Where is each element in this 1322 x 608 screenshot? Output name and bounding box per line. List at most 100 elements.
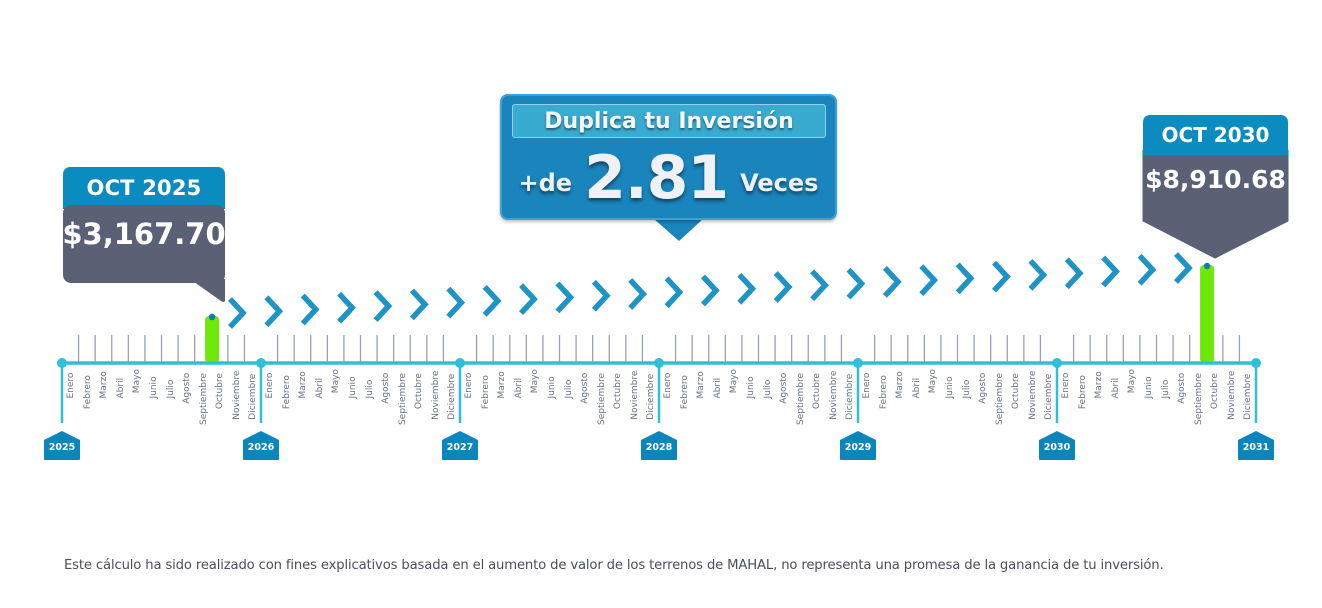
year-tag xyxy=(442,431,478,460)
month-label: Agosto xyxy=(580,372,591,404)
month-label: Agosto xyxy=(978,372,989,404)
highlight-bar-end xyxy=(1200,265,1215,363)
year-tag xyxy=(44,431,80,460)
month-label: Junio xyxy=(944,376,955,399)
year-tags xyxy=(44,431,1274,460)
month-label: Julio xyxy=(1160,379,1171,399)
month-label: Septiembre xyxy=(397,372,408,425)
month-label: Junio xyxy=(745,376,756,399)
chevron-right-icon xyxy=(628,278,647,310)
month-label: Noviembre xyxy=(828,370,839,420)
month-label: Abril xyxy=(911,377,922,399)
year-tag-label: 2028 xyxy=(645,442,673,453)
month-label: Marzo xyxy=(99,371,110,399)
month-label: Junio xyxy=(148,376,159,399)
chevron-right-icon xyxy=(373,290,393,322)
year-node xyxy=(1251,358,1261,368)
month-label: Septiembre xyxy=(596,372,607,425)
month-label: Marzo xyxy=(497,371,508,399)
month-label: Julio xyxy=(563,379,574,399)
marker-dot-start xyxy=(208,313,216,321)
chevron-right-icon xyxy=(555,281,575,314)
month-label: Febrero xyxy=(281,375,292,410)
chevron-right-icon xyxy=(446,286,466,319)
month-label: Diciembre xyxy=(1243,373,1254,420)
month-label: Octubre xyxy=(613,373,624,410)
hero-multiplier-box: Duplica tu Inversión +de 2.81 Veces xyxy=(500,94,837,220)
month-label: Enero xyxy=(1061,372,1071,399)
month-label: Septiembre xyxy=(198,372,209,425)
month-label: Abril xyxy=(314,377,325,399)
chevron-right-icon xyxy=(919,264,939,296)
chevron-right-icon xyxy=(1064,257,1084,290)
chevron-right-icon xyxy=(337,291,356,324)
month-label: Junio xyxy=(1143,376,1154,399)
year-tag-label: 2031 xyxy=(1242,442,1270,453)
hero-suffix: Veces xyxy=(740,169,819,197)
month-label: Noviembre xyxy=(1027,370,1038,420)
chevron-right-icon xyxy=(882,265,902,298)
month-label: Mayo xyxy=(132,369,143,394)
month-label: Octubre xyxy=(812,373,823,410)
chevron-right-icon xyxy=(264,295,284,328)
hero-multiplier-row: +de 2.81 Veces xyxy=(500,142,837,214)
month-label: Marzo xyxy=(1094,371,1105,399)
month-label: Mayo xyxy=(928,369,939,394)
month-label: Mayo xyxy=(331,369,342,394)
chevron-right-icon xyxy=(227,297,247,329)
chevron-right-icon xyxy=(737,272,757,305)
hero-multiplier: 2.81 xyxy=(584,143,729,213)
year-tag-label: 2026 xyxy=(247,442,275,453)
year-node xyxy=(455,358,465,368)
year-node xyxy=(57,358,67,368)
callout-start-tail xyxy=(190,279,225,302)
year-tag xyxy=(1238,431,1274,460)
month-label: Enero xyxy=(663,372,673,399)
month-ticks xyxy=(77,335,1241,363)
year-tag-label: 2030 xyxy=(1043,442,1071,453)
month-label: Julio xyxy=(762,379,773,399)
chevron-right-icon xyxy=(810,269,829,302)
growth-chevrons xyxy=(227,252,1193,329)
month-label: Septiembre xyxy=(795,372,806,425)
chevron-right-icon xyxy=(664,276,684,309)
month-label: Junio xyxy=(546,376,557,399)
hero-pointer xyxy=(654,219,703,241)
year-tag xyxy=(641,431,677,460)
chevron-right-icon xyxy=(1101,255,1120,288)
month-label: Febrero xyxy=(480,375,491,410)
chevron-right-icon xyxy=(955,262,975,295)
month-label: Agosto xyxy=(779,372,790,404)
year-node xyxy=(1052,358,1062,368)
callout-end-amount: $8,910.68 xyxy=(1145,165,1286,194)
callout-start-date: OCT 2025 xyxy=(63,167,225,209)
chevron-right-icon xyxy=(992,260,1011,293)
hero-prefix: +de xyxy=(518,169,573,197)
chevron-right-icon xyxy=(846,267,866,300)
month-label: Abril xyxy=(712,377,723,399)
month-label: Mayo xyxy=(1127,369,1138,394)
month-label: Agosto xyxy=(1177,372,1188,404)
chevron-right-icon xyxy=(300,293,320,326)
marker-dot-end xyxy=(1203,262,1211,270)
year-node xyxy=(853,358,863,368)
month-label: Mayo xyxy=(729,369,740,394)
year-tag xyxy=(840,431,876,460)
month-label: Septiembre xyxy=(994,372,1005,425)
month-label: Julio xyxy=(364,379,375,399)
chevron-right-icon xyxy=(1028,259,1048,291)
month-label: Diciembre xyxy=(248,373,259,420)
month-label: Febrero xyxy=(1077,375,1088,410)
year-tag-label: 2027 xyxy=(446,442,474,453)
month-label: Abril xyxy=(115,377,126,399)
highlight-bars xyxy=(205,262,1215,363)
month-label: Diciembre xyxy=(845,373,856,420)
month-label: Febrero xyxy=(679,375,690,410)
year-tag-label: 2029 xyxy=(844,442,872,453)
chevron-right-icon xyxy=(591,279,611,312)
month-label: Mayo xyxy=(530,369,541,394)
chevron-right-icon xyxy=(1173,252,1193,284)
month-label: Febrero xyxy=(82,375,93,410)
month-label: Enero xyxy=(464,372,474,399)
